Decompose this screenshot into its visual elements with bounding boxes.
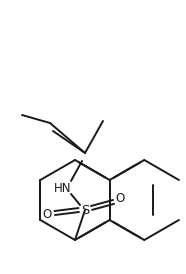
- Text: S: S: [81, 204, 89, 216]
- Text: O: O: [115, 192, 125, 204]
- Text: O: O: [42, 209, 52, 221]
- Text: HN: HN: [54, 181, 72, 195]
